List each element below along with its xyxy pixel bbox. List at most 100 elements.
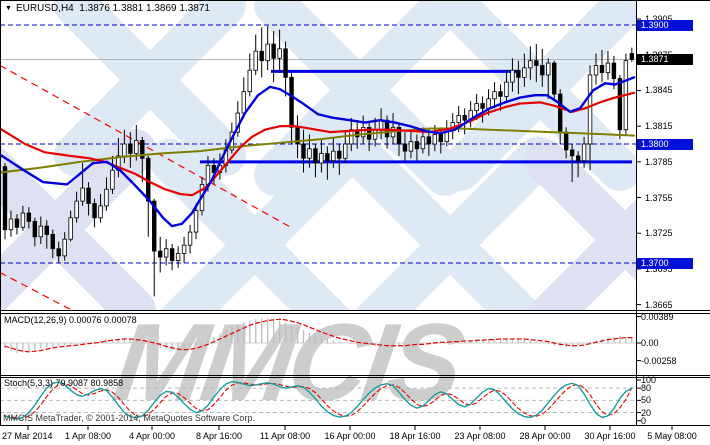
stoch-tick-label: 80 [641, 383, 652, 394]
candle-body [56, 248, 61, 257]
candle-body [492, 91, 497, 100]
stoch-k-line [4, 380, 633, 420]
macd-signal-line [4, 318, 633, 353]
candle-body [134, 140, 139, 154]
candle-body [408, 141, 414, 152]
candle-body [599, 65, 605, 73]
stoch-tick-label: 100 [641, 375, 657, 385]
watermark-shape [1, 129, 156, 310]
candle-body [98, 205, 103, 219]
watermark-shape [160, 139, 361, 310]
candle-body [307, 148, 312, 159]
candle-body [498, 91, 503, 97]
candle-body [2, 166, 8, 231]
candle-body [462, 115, 467, 121]
candle-body [510, 69, 515, 83]
candle-body [516, 69, 521, 78]
candle-body [456, 115, 461, 123]
time-axis-label: 5 May 08:00 [647, 431, 697, 441]
stoch-tick-label: 0 [641, 415, 647, 426]
time-axis-label: 8 Apr 16:00 [195, 431, 243, 441]
time-axis-label: 16 Apr 00:00 [324, 431, 376, 441]
candle-body [86, 187, 91, 204]
stoch-tick-label: 50 [641, 395, 652, 406]
watermark-shape [439, 1, 636, 191]
watermark-shape [54, 1, 246, 176]
candle-body [80, 187, 85, 202]
candle-body [331, 150, 336, 162]
candle-body [581, 143, 587, 162]
candle-body [152, 200, 157, 252]
candle-body [480, 103, 485, 109]
candle-body [140, 140, 145, 159]
symbol-dropdown-icon[interactable]: ▼ [5, 5, 12, 12]
candle-body [629, 53, 635, 60]
candle-body [68, 217, 73, 240]
candle-body [575, 155, 581, 162]
candle-body [563, 131, 569, 151]
watermark-shape [355, 136, 559, 310]
chart-title: ▼ EURUSD,H4 1.3876 1.3881 1.3869 1.3871 [5, 3, 210, 14]
ma-red-line [1, 91, 636, 197]
candle-body [92, 203, 97, 219]
watermark-shape [526, 199, 636, 310]
candle-body [74, 200, 79, 219]
macd-tick-label: 0.00 [641, 338, 659, 348]
time-axis-label: 11 Apr 08:00 [259, 431, 311, 441]
candle-body [611, 62, 617, 79]
candle-body [253, 50, 258, 71]
candle-body [313, 148, 318, 164]
candle-body [528, 60, 533, 69]
macd-tick-label: 0.00389 [641, 311, 674, 322]
price-tick-label: 1.3725 [645, 228, 673, 239]
candle-body [438, 134, 443, 143]
ma-blue-line [1, 76, 636, 228]
candle-body [402, 143, 408, 152]
candle-body [414, 141, 420, 150]
candle-body [360, 126, 366, 138]
candle-body [205, 165, 211, 185]
candle-body [50, 234, 55, 250]
candle-body [175, 253, 181, 262]
candle-body [62, 238, 67, 257]
candle-body [534, 60, 539, 66]
candle-body [241, 91, 246, 114]
level-price-badge: 1.3800 [637, 138, 693, 150]
time-axis-label: 23 Apr 08:00 [454, 431, 506, 441]
time-axis-label: 30 Apr 16:00 [584, 431, 636, 441]
candle-body [181, 244, 187, 254]
trendline [1, 272, 73, 310]
candle-body [325, 153, 330, 162]
ohlc-values: 1.3876 1.3881 1.3869 1.3871 [79, 3, 210, 14]
candle-body [420, 136, 426, 150]
candle-body [289, 76, 294, 128]
time-axis-label: 27 Mar 2014 [2, 431, 53, 441]
candle-body [486, 98, 491, 109]
symbol-timeframe-label: EURUSD,H4 [15, 3, 74, 14]
candle-body [432, 134, 438, 145]
candle-body [122, 143, 127, 157]
price-tick-label: 1.3755 [645, 192, 673, 203]
candle-body [569, 149, 575, 157]
trendline [1, 65, 294, 230]
main-watermark-layer [1, 1, 636, 310]
candle-body [343, 143, 348, 159]
candle-body [44, 225, 49, 235]
candle-body [337, 150, 342, 159]
candle-body [283, 48, 288, 78]
candle-body [104, 188, 109, 207]
last-price-badge: 1.3871 [637, 54, 693, 65]
time-axis-label: 18 Apr 16:00 [389, 431, 441, 441]
candle-body [38, 225, 44, 238]
candles-layer [2, 26, 635, 297]
price-tick-label: 1.3665 [645, 299, 673, 310]
candle-body [128, 143, 133, 154]
candle-body [271, 43, 276, 59]
price-tick-label: 1.3785 [645, 156, 673, 167]
candle-body [265, 43, 270, 62]
price-tick-label: 1.3695 [645, 263, 673, 274]
candle-body [552, 62, 557, 95]
candle-body [587, 74, 593, 145]
